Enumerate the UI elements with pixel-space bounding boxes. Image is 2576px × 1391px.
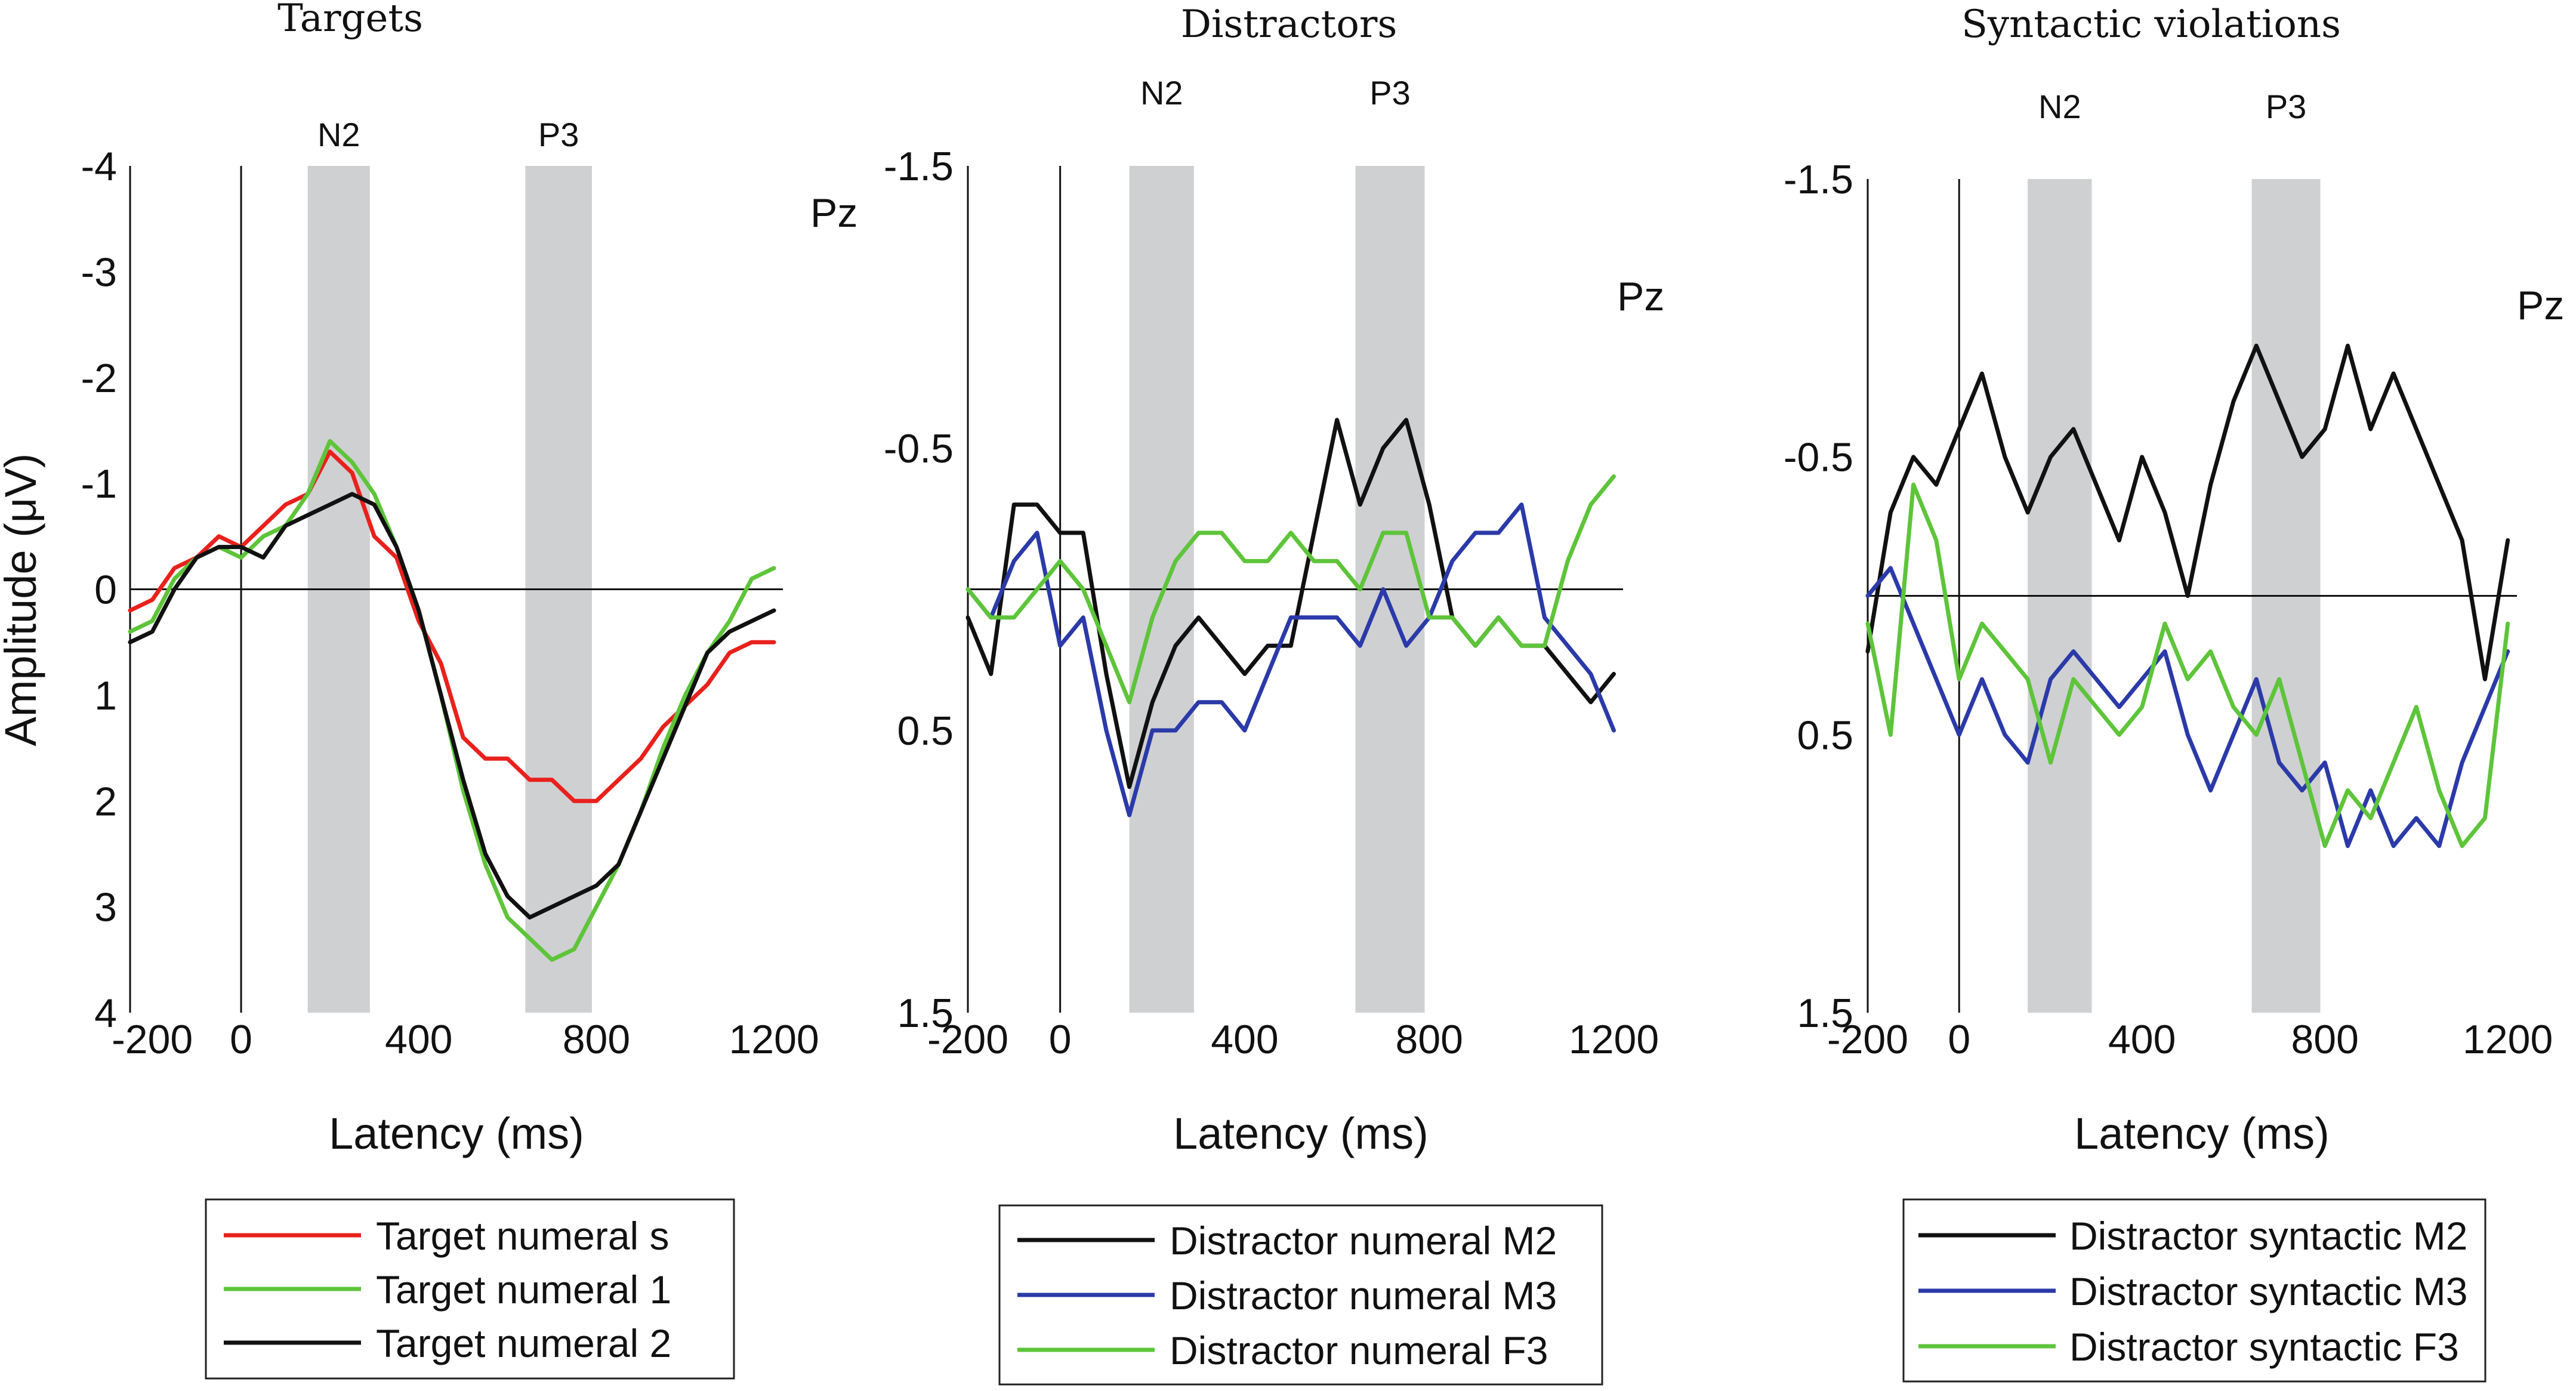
legend-box (998, 1204, 1603, 1386)
window-label: P3 (1369, 74, 1411, 112)
y-tick-label: -0.5 (884, 426, 954, 471)
legend: Distractor syntactic M2 Distractor synta… (1902, 1198, 2486, 1383)
y-tick-label: 4 (94, 991, 117, 1036)
x-tick-label: 800 (1396, 1017, 1463, 1062)
series-line-target-numeral-2 (128, 492, 776, 920)
legend-entry: Distractor syntactic F3 (2069, 1325, 2459, 1369)
x-tick-label: 400 (385, 1017, 452, 1062)
x-tick-label: 800 (2291, 1017, 2358, 1062)
electrode-label: Pz (810, 190, 857, 236)
legend-entry: Distractor syntactic M2 (2069, 1214, 2467, 1258)
x-tick-label: 1200 (2463, 1017, 2553, 1062)
legend: Distractor numeral M2 Distractor numeral… (998, 1204, 1603, 1386)
y-tick-label: 1 (94, 673, 117, 718)
x-tick-label: 800 (563, 1017, 630, 1062)
panel-title: Distractors (1181, 2, 1397, 47)
y-tick-label: -3 (81, 249, 117, 295)
x-tick-label: 1200 (1569, 1017, 1659, 1062)
y-tick-label: 1.5 (1797, 991, 1853, 1036)
y-tick-label: 2 (94, 779, 117, 824)
y-tick-label: -0.5 (1784, 435, 1853, 480)
x-tick-label: -200 (1827, 1017, 1908, 1062)
legend-entry: Target numeral s (376, 1214, 670, 1258)
x-axis-label: Latency (ms) (329, 1109, 584, 1158)
window-label: P3 (2266, 88, 2307, 125)
y-tick-label: -1.5 (1784, 157, 1853, 202)
series-line-distractor-syntactic-f3 (1865, 482, 2510, 849)
window-label: P3 (538, 116, 579, 153)
window-label: N2 (317, 116, 360, 153)
y-tick-label: 0.5 (1797, 713, 1853, 758)
x-tick-label: 0 (1049, 1017, 1072, 1062)
series-line-distractor-numeral-m3 (965, 502, 1616, 818)
targets-panel: Targets -4 -3 -2 -1 0 1 2 3 4 -200 0 400 800 1200 N2… (0, 0, 857, 1380)
x-tick-label: 400 (1211, 1017, 1278, 1062)
y-tick-label: 0 (94, 567, 117, 613)
y-tick-label: -4 (81, 144, 117, 189)
legend-entry: Distractor numeral M2 (1170, 1219, 1557, 1263)
x-tick-label: -200 (927, 1017, 1008, 1062)
x-tick-label: -200 (112, 1017, 193, 1062)
electrode-label: Pz (2517, 283, 2564, 328)
y-tick-label: -1 (81, 461, 117, 507)
series-line-distractor-syntactic-m2 (1865, 343, 2510, 681)
series-line-distractor-numeral-m2 (965, 418, 1616, 789)
panel-title: Targets (277, 0, 423, 41)
y-tick-label: 1.5 (897, 991, 954, 1036)
series-line-distractor-numeral-f3 (965, 474, 1616, 705)
y-tick-label: 3 (94, 885, 117, 930)
x-tick-label: 0 (230, 1017, 252, 1062)
window-label: N2 (1140, 74, 1183, 112)
x-tick-label: 400 (2108, 1017, 2176, 1062)
syntactic-violations-panel: Syntactic violations -1.5 -0.5 0.5 1.5 -200… (1784, 2, 2564, 1383)
legend: Target numeral s Target numeral 1 Target… (205, 1198, 735, 1380)
panel-title: Syntactic violations (1961, 2, 2341, 47)
legend-entry: Target numeral 1 (376, 1267, 671, 1312)
y-tick-label: -2 (81, 356, 117, 401)
legend-entry: Distractor numeral F3 (1170, 1328, 1548, 1373)
distractors-panel: Distractors -1.5 -0.5 0.5 1.5 -200 0 400 800 12… (884, 2, 1664, 1386)
legend-entry: Distractor syntactic M3 (2069, 1269, 2467, 1313)
x-axis-label: Latency (ms) (1173, 1109, 1429, 1158)
series-line-distractor-syntactic-m3 (1865, 566, 2510, 849)
window-label: N2 (2038, 88, 2081, 125)
x-axis-label: Latency (ms) (2074, 1109, 2330, 1158)
x-tick-label: 0 (1948, 1017, 1970, 1062)
legend-entry: Target numeral 2 (376, 1321, 671, 1365)
y-axis-label: Amplitude (μV) (0, 454, 45, 747)
legend-entry: Distractor numeral M3 (1170, 1273, 1557, 1318)
y-tick-label: -1.5 (884, 144, 954, 189)
x-tick-label: 1200 (729, 1017, 819, 1062)
electrode-label: Pz (1617, 274, 1664, 319)
y-tick-label: 0.5 (897, 708, 954, 754)
